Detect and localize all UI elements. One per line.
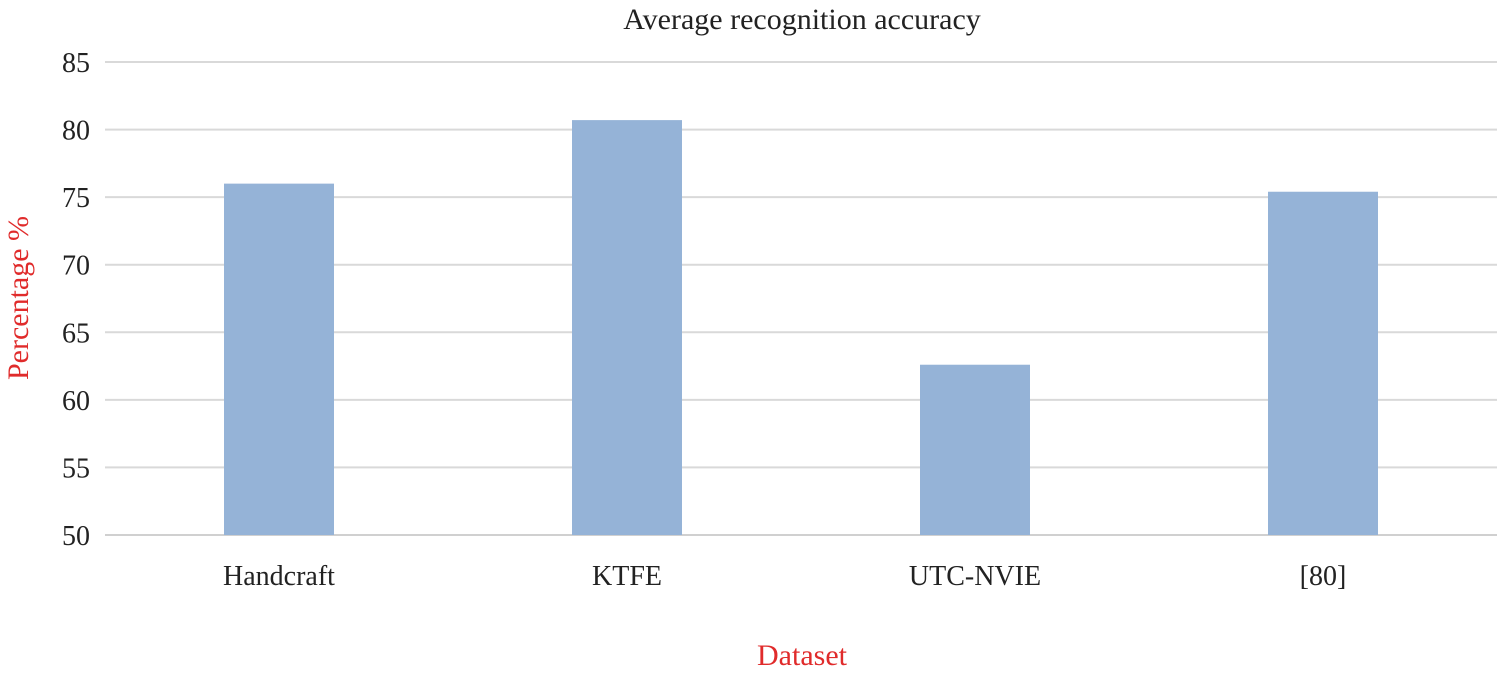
y-tick-label: 80: [62, 116, 90, 147]
y-tick-labels: 50 55 60 65 70 75 80 85: [62, 48, 90, 552]
chart-title: Average recognition accuracy: [623, 3, 981, 36]
x-tick-labels: Handcraft KTFE UTC-NVIE [80]: [223, 561, 1346, 592]
y-tick-label: 65: [62, 318, 90, 349]
y-tick-label: 75: [62, 183, 90, 214]
y-tick-label: 60: [62, 386, 90, 417]
x-axis-title: Dataset: [757, 639, 848, 672]
y-axis-title: Percentage %: [2, 216, 35, 380]
y-tick-label: 55: [62, 453, 90, 484]
y-tick-label: 70: [62, 251, 90, 282]
bar-handcraft: [224, 183, 334, 535]
x-tick-label: KTFE: [592, 561, 662, 592]
x-tick-label: UTC-NVIE: [909, 561, 1041, 592]
y-tick-label: 85: [62, 48, 90, 79]
bar-80: [1268, 191, 1378, 536]
x-tick-label: Handcraft: [223, 561, 335, 592]
bar-utc-nvie: [920, 364, 1030, 535]
bar-ktfe: [572, 120, 682, 536]
bars: [224, 120, 1378, 536]
y-tick-label: 50: [62, 521, 90, 552]
x-tick-label: [80]: [1300, 561, 1347, 592]
gridlines: [105, 61, 1497, 536]
